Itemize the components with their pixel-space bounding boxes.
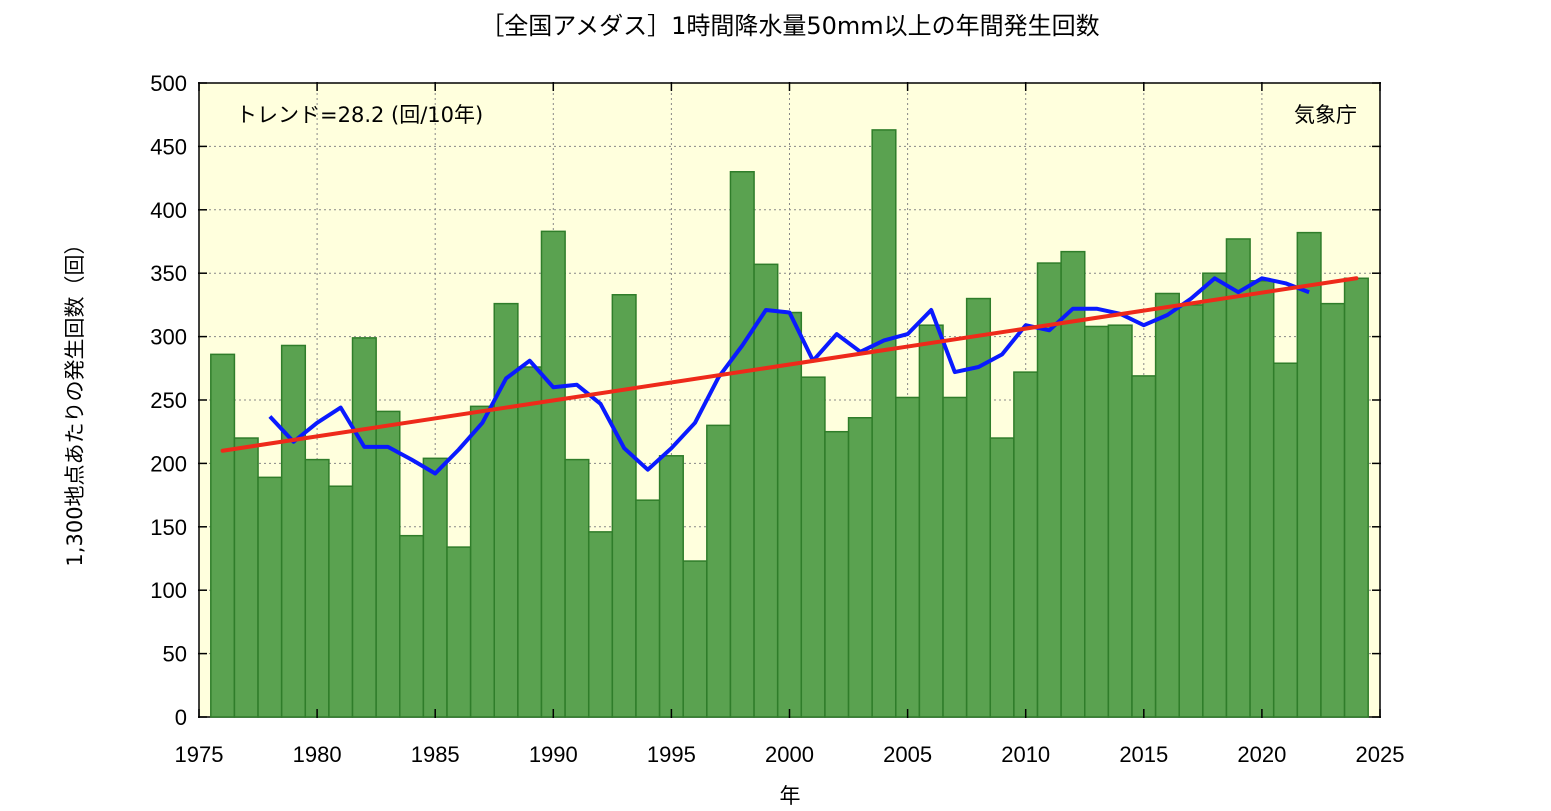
bar-2004 — [871, 129, 897, 718]
bar-series — [210, 129, 1369, 718]
bar-1997 — [706, 424, 732, 718]
bar-2016 — [1154, 292, 1180, 718]
trend-annotation: トレンド=28.2 (回/10年) — [236, 103, 483, 127]
x-tick-label: 1980 — [293, 742, 342, 767]
bar-1983 — [375, 410, 401, 718]
x-axis-label: 年 — [780, 784, 801, 808]
bar-1980 — [304, 458, 330, 718]
x-tick-label: 2005 — [883, 742, 932, 767]
bar-2000 — [776, 311, 803, 718]
bar-1978 — [257, 476, 283, 718]
bar-2023 — [1320, 302, 1346, 718]
bar-1987 — [469, 405, 496, 718]
y-tick-label: 350 — [150, 261, 187, 286]
x-tick-label: 2020 — [1237, 742, 1286, 767]
bar-1995 — [658, 455, 684, 718]
x-tick-label: 2010 — [1001, 742, 1050, 767]
x-tick-label: 1985 — [411, 742, 460, 767]
bar-1984 — [399, 534, 425, 718]
axes: 0 50 100 150 200 250 300 350 400 450 500 1975 1980 19… — [150, 71, 1404, 767]
bar-1982 — [351, 337, 377, 718]
bar-2006 — [918, 324, 944, 718]
bar-1988 — [493, 302, 519, 718]
y-axis-label: 1,300地点あたりの発生回数（回） — [63, 233, 87, 566]
bar-1976 — [210, 353, 236, 718]
trend-line — [220, 276, 1359, 453]
bar-2013 — [1084, 325, 1110, 718]
bar-2020 — [1249, 280, 1275, 718]
bar-1996 — [682, 560, 708, 718]
bar-2021 — [1272, 362, 1299, 718]
bar-2017 — [1178, 304, 1204, 718]
x-tick-label: 2000 — [765, 742, 814, 767]
bar-1985 — [422, 457, 448, 718]
bar-2005 — [895, 396, 921, 718]
y-tick-label: 200 — [150, 451, 187, 476]
bar-1981 — [328, 485, 354, 718]
bar-1989 — [517, 366, 543, 718]
x-tick-label: 1975 — [175, 742, 224, 767]
x-tick-label: 1995 — [647, 742, 696, 767]
bar-2009 — [989, 437, 1015, 718]
y-tick-label: 400 — [150, 198, 187, 223]
bar-1979 — [280, 344, 307, 718]
y-tick-label: 150 — [150, 515, 187, 540]
bar-1998 — [729, 171, 755, 718]
x-tick-label: 2015 — [1119, 742, 1168, 767]
bar-2022 — [1296, 231, 1322, 718]
y-tick-label: 450 — [150, 134, 187, 159]
bar-1994 — [635, 499, 661, 718]
bar-2010 — [1013, 371, 1039, 718]
bar-2024 — [1343, 277, 1369, 718]
bar-2015 — [1131, 375, 1157, 718]
bar-1991 — [564, 458, 590, 718]
x-tick-label: 2025 — [1356, 742, 1405, 767]
bar-2002 — [824, 430, 850, 718]
y-tick-label: 500 — [150, 71, 187, 96]
bar-1999 — [753, 263, 779, 718]
bar-2014 — [1107, 324, 1133, 718]
bar-1992 — [587, 531, 614, 718]
chart-title: ［全国アメダス］1時間降水量50mm以上の年間発生回数 — [480, 12, 1099, 40]
x-tick-label: 1990 — [529, 742, 578, 767]
y-tick-label: 250 — [150, 388, 187, 413]
y-tick-label: 0 — [175, 705, 187, 730]
bar-1993 — [611, 294, 637, 718]
bar-2018 — [1202, 272, 1228, 718]
bar-1990 — [540, 230, 566, 718]
bar-2019 — [1225, 238, 1251, 718]
line-series — [220, 276, 1359, 476]
y-tick-label: 300 — [150, 325, 187, 350]
source-label: 気象庁 — [1294, 103, 1357, 127]
bar-2003 — [847, 417, 873, 718]
y-tick-label: 100 — [150, 578, 187, 603]
bar-1986 — [446, 546, 472, 718]
y-tick-label: 50 — [163, 642, 187, 667]
moving-average-line — [268, 276, 1310, 476]
bar-1977 — [233, 437, 259, 718]
bar-2007 — [942, 396, 968, 718]
bar-2001 — [800, 376, 826, 718]
